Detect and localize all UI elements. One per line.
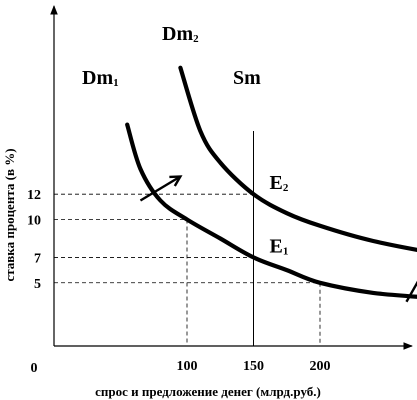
demand-curve-1-label: Dm1 [82, 67, 119, 89]
equilibrium-2-label-main: E [270, 172, 283, 194]
x-axis-title: спрос и предложение денег (млрд.руб.) [95, 384, 321, 399]
demand-curve-2 [178, 65, 417, 252]
y-tick-5: 5 [34, 277, 41, 292]
origin-label: 0 [31, 361, 38, 376]
equilibrium-1-label-subscript: 1 [283, 245, 289, 257]
y-tick-10: 10 [27, 214, 41, 229]
demand-curve-1 [125, 122, 417, 299]
demand-curve-2-label-main: Dm [162, 23, 193, 45]
y-axis-title: ставка процента (в %) [2, 148, 17, 281]
x-tick-200: 200 [310, 359, 331, 374]
equilibrium-1-label-main: E [270, 235, 283, 257]
equilibrium-2-label-subscript: 2 [283, 182, 289, 194]
demand-curve-1-label-subscript: 1 [113, 77, 119, 89]
demand-curve-2-label-subscript: 2 [193, 33, 199, 45]
supply-line-label-main: Sm [233, 67, 261, 89]
y-tick-7: 7 [34, 251, 41, 266]
demand-curve-2-label: Dm2 [162, 23, 199, 45]
equilibrium-2-label: E2 [270, 172, 289, 194]
shift-arrow-1 [139, 175, 181, 202]
shift-arrow-head-1 [169, 175, 183, 187]
x-tick-100: 100 [177, 359, 198, 374]
shift-arrow-2 [405, 280, 417, 303]
demand-curve-1-label-main: Dm [82, 67, 113, 89]
equilibrium-1-label: E1 [270, 235, 289, 257]
y-tick-12: 12 [27, 188, 41, 203]
supply-line-label: Sm [233, 67, 261, 89]
x-tick-150: 150 [243, 359, 264, 374]
